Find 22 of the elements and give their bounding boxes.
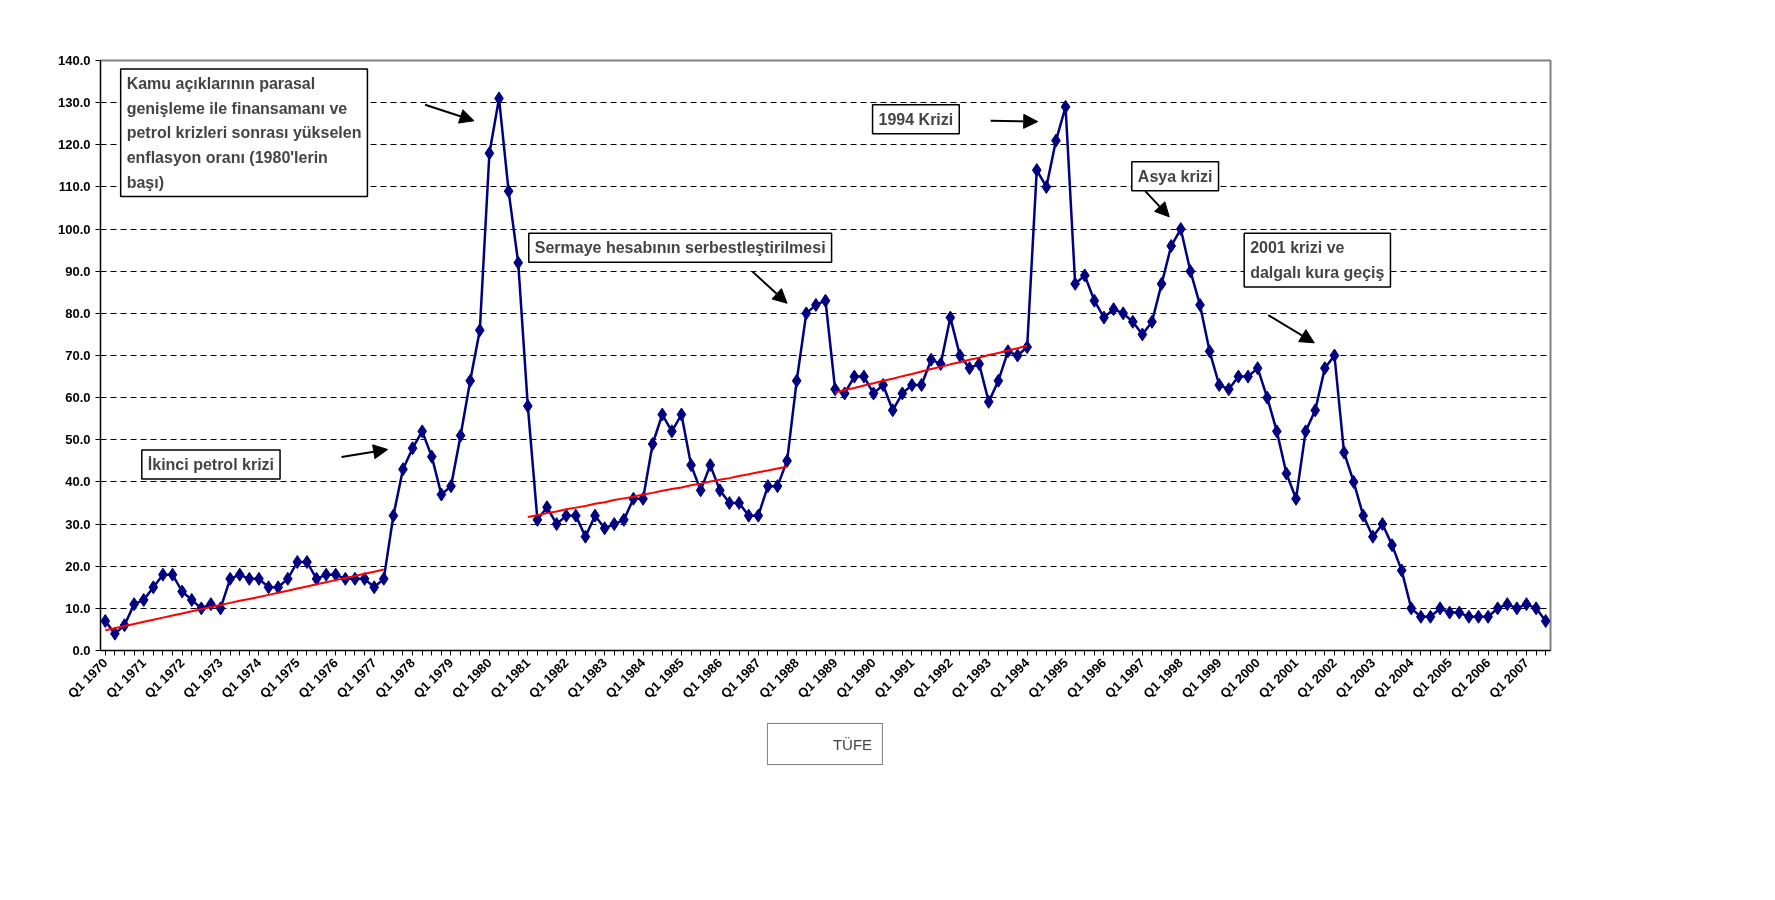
- annotation: 2001 krizi ve dalgalı kura geçiş: [1250, 239, 1385, 281]
- y-tick-label: 0.0: [72, 643, 91, 658]
- text: TÜFE: [832, 735, 873, 753]
- annotation: Sermaye hesabının serbestleştirilmesi: [534, 239, 826, 257]
- y-tick-label: 120.0: [57, 137, 91, 153]
- y-tick-label: 140.0: [57, 53, 91, 68]
- y-tick-label: 10.0: [65, 600, 91, 616]
- annotation: 1994 Krizi: [878, 110, 954, 128]
- y-tick-label: 90.0: [65, 263, 91, 279]
- annotation: İkinci petrol krizi: [147, 455, 275, 473]
- annotation: Kamu açıklarının parasal genişleme ile finansamanı ve petrol krizleri sonrası yükselen enflasyon oranı (1980'lerin başı): [126, 74, 362, 191]
- y-tick-label: 60.0: [65, 390, 91, 406]
- y-tick-label: 80.0: [65, 305, 91, 321]
- y-tick-label: 50.0: [65, 432, 91, 448]
- y-tick-label: 70.0: [65, 348, 91, 363]
- annotation: Asya krizi: [1137, 167, 1213, 185]
- y-tick-label: 20.0: [65, 558, 91, 574]
- y-tick-label: 40.0: [65, 474, 91, 490]
- y-tick-label: 110.0: [58, 179, 91, 195]
- y-tick-label: 130.0: [57, 95, 91, 111]
- y-tick-label: 100.0: [57, 221, 91, 237]
- y-tick-label: 30.0: [65, 516, 91, 532]
